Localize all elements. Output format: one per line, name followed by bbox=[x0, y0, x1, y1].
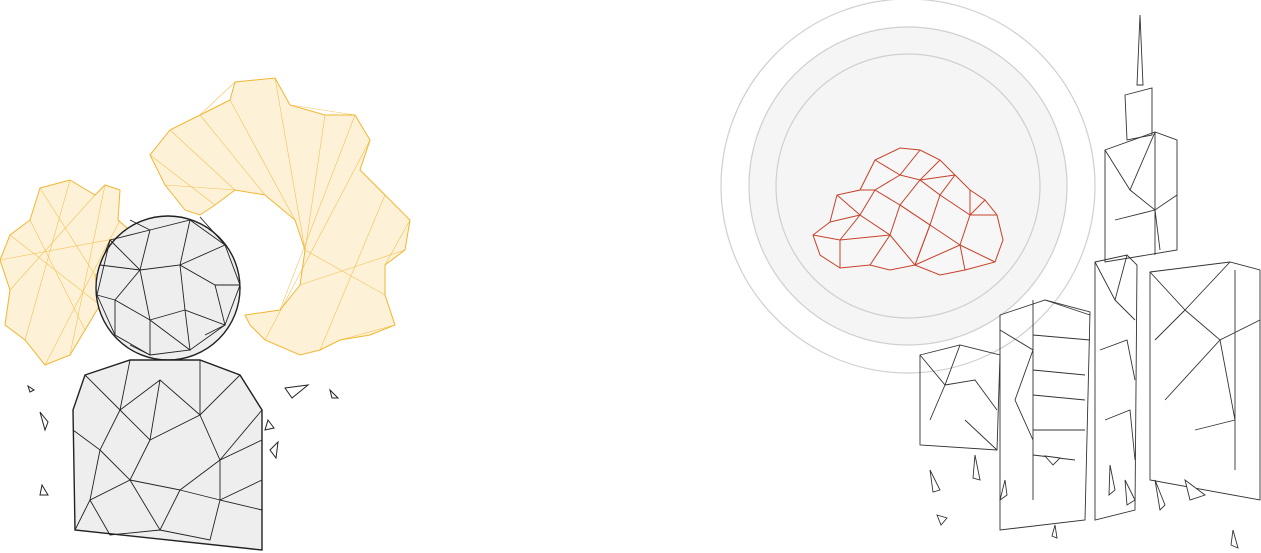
city-skyline-icon bbox=[919, 14, 1261, 531]
shard-fragments bbox=[929, 454, 1239, 549]
user-with-gear-icon bbox=[0, 77, 411, 551]
cloud-city-illustration bbox=[715, 0, 1261, 553]
cloud-city-icon bbox=[720, 0, 1261, 549]
gear-icon bbox=[0, 77, 411, 366]
user-head-icon bbox=[95, 215, 241, 361]
user-gear-illustration bbox=[0, 70, 420, 553]
cloud-icon bbox=[812, 147, 1004, 276]
shard-fragments bbox=[27, 384, 340, 496]
user-body-icon bbox=[72, 359, 263, 551]
